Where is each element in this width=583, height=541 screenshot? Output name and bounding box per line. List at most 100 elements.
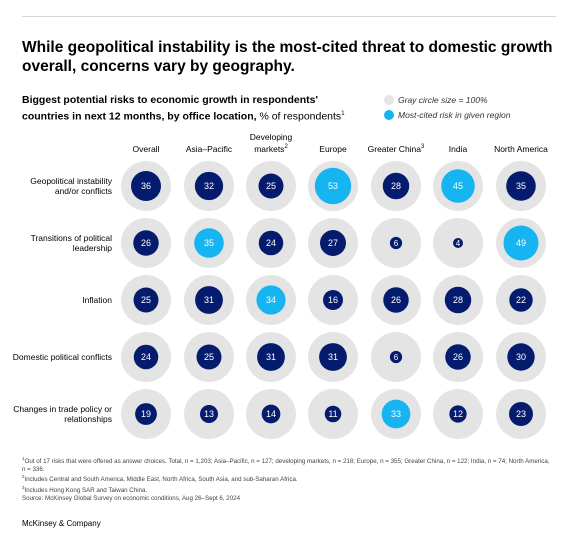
value-label: 14 (266, 409, 276, 419)
footnotes: 1Out of 17 risks that were offered as an… (22, 455, 552, 502)
value-bubble (509, 288, 533, 312)
column-label-text: India (448, 144, 468, 154)
legend-blue-label: Most-cited risk in given region (398, 110, 511, 120)
value-bubble (194, 171, 224, 201)
column-label: Overall (111, 144, 181, 154)
value-bubble (320, 230, 346, 256)
row-label: Geopolitical instability and/or conflict… (30, 175, 112, 197)
value-bubble (199, 404, 219, 424)
subtitle-footnote-marker: 1 (341, 111, 345, 117)
value-label: 31 (204, 295, 214, 305)
blue-circle-icon (384, 110, 394, 120)
value-bubble (381, 399, 411, 429)
footnote-marker: 3 (22, 484, 25, 490)
column-label: Greater China3 (361, 142, 431, 154)
chart-headline: While geopolitical instability is the mo… (22, 39, 553, 75)
value-label: 33 (391, 409, 401, 419)
value-label: 32 (204, 181, 214, 191)
value-bubble (133, 230, 159, 256)
value-label: 26 (141, 238, 151, 248)
value-bubble (196, 344, 222, 370)
value-label: 12 (453, 409, 463, 419)
legend-blue: Most-cited risk in given region (384, 110, 510, 120)
value-bubble (133, 287, 159, 313)
value-bubble (256, 285, 286, 315)
value-label: 22 (516, 295, 526, 305)
value-label: 25 (141, 295, 151, 305)
footnote: 2Includes Central and South America, Mid… (22, 473, 552, 484)
value-label: 19 (141, 409, 151, 419)
value-label: 30 (516, 352, 526, 362)
column-label: Europe (298, 144, 368, 154)
footnote-marker: 1 (22, 456, 25, 461)
footnote: 3Includes Hong Kong SAR and Taiwan China… (22, 484, 552, 495)
value-bubble (258, 230, 284, 256)
value-label: 6 (394, 353, 399, 362)
column-label-text: Asia–Pacific (185, 144, 233, 154)
column-label-text: Greater China (367, 144, 422, 154)
value-bubble (194, 228, 224, 258)
value-label: 45 (453, 181, 463, 191)
brand-name: McKinsey & Company (22, 519, 101, 528)
legend-gray: Gray circle size = 100% (384, 95, 488, 105)
value-label: 4 (456, 239, 461, 248)
value-bubble (319, 343, 347, 371)
value-bubble (257, 343, 285, 371)
chart-subtitle: Biggest potential risks to economic grow… (22, 93, 362, 124)
gray-circle-icon (384, 95, 394, 105)
value-bubble (507, 343, 535, 371)
value-label: 36 (141, 181, 151, 191)
footnote-marker: 2 (22, 474, 25, 480)
value-label: 35 (516, 181, 526, 191)
subtitle-bold: Biggest potential risks to economic grow… (22, 94, 318, 123)
row-label: Transitions of political leadership (30, 232, 112, 254)
column-label: North America (486, 144, 556, 154)
value-bubble (261, 404, 281, 424)
footnote-text: Includes Central and South America, Midd… (24, 476, 298, 484)
column-label-text: Overall (132, 144, 160, 154)
value-bubble (503, 225, 539, 261)
footnote-text: Out of 17 risks that were offered as ans… (22, 458, 550, 473)
value-bubble (389, 236, 403, 250)
subtitle-rest: % of respondents (256, 110, 342, 123)
footnote: 1Out of 17 risks that were offered as an… (22, 455, 552, 473)
value-bubble (382, 172, 410, 200)
value-bubble (509, 402, 533, 426)
value-label: 6 (394, 239, 399, 248)
value-bubble (324, 405, 342, 423)
value-label: 13 (204, 409, 214, 419)
value-label: 24 (141, 352, 151, 362)
value-label: 16 (328, 295, 338, 305)
footnote-text: Source: McKinsey Global Survey on econom… (22, 494, 241, 502)
column-footnote-marker: 3 (421, 144, 425, 151)
value-label: 28 (453, 295, 463, 305)
footnote-text: Includes Hong Kong SAR and Taiwan China. (24, 486, 148, 494)
row-label: Domestic political conflicts (12, 351, 112, 362)
value-bubble (449, 405, 467, 423)
value-bubble (389, 350, 403, 364)
value-label: 26 (453, 352, 463, 362)
column-label-text: Europe (319, 144, 347, 154)
value-label: 11 (328, 409, 337, 419)
column-label-text: North America (494, 144, 548, 154)
value-label: 23 (516, 409, 526, 419)
value-bubble (323, 290, 343, 310)
value-bubble (131, 171, 161, 201)
value-label: 27 (328, 238, 338, 248)
column-label: Developing markets2 (236, 132, 306, 154)
value-label: 53 (328, 181, 338, 191)
value-label: 34 (266, 295, 276, 305)
value-bubble (314, 167, 352, 205)
value-label: 35 (204, 238, 214, 248)
value-bubble (195, 286, 223, 314)
column-footnote-marker: 2 (284, 144, 288, 151)
footnote: Source: McKinsey Global Survey on econom… (22, 495, 552, 503)
value-bubble (441, 169, 475, 203)
value-bubble (506, 171, 536, 201)
column-label: India (423, 144, 493, 154)
value-bubble (133, 344, 159, 370)
value-bubble (453, 238, 463, 248)
value-label: 28 (391, 181, 401, 191)
value-label: 25 (266, 181, 276, 191)
